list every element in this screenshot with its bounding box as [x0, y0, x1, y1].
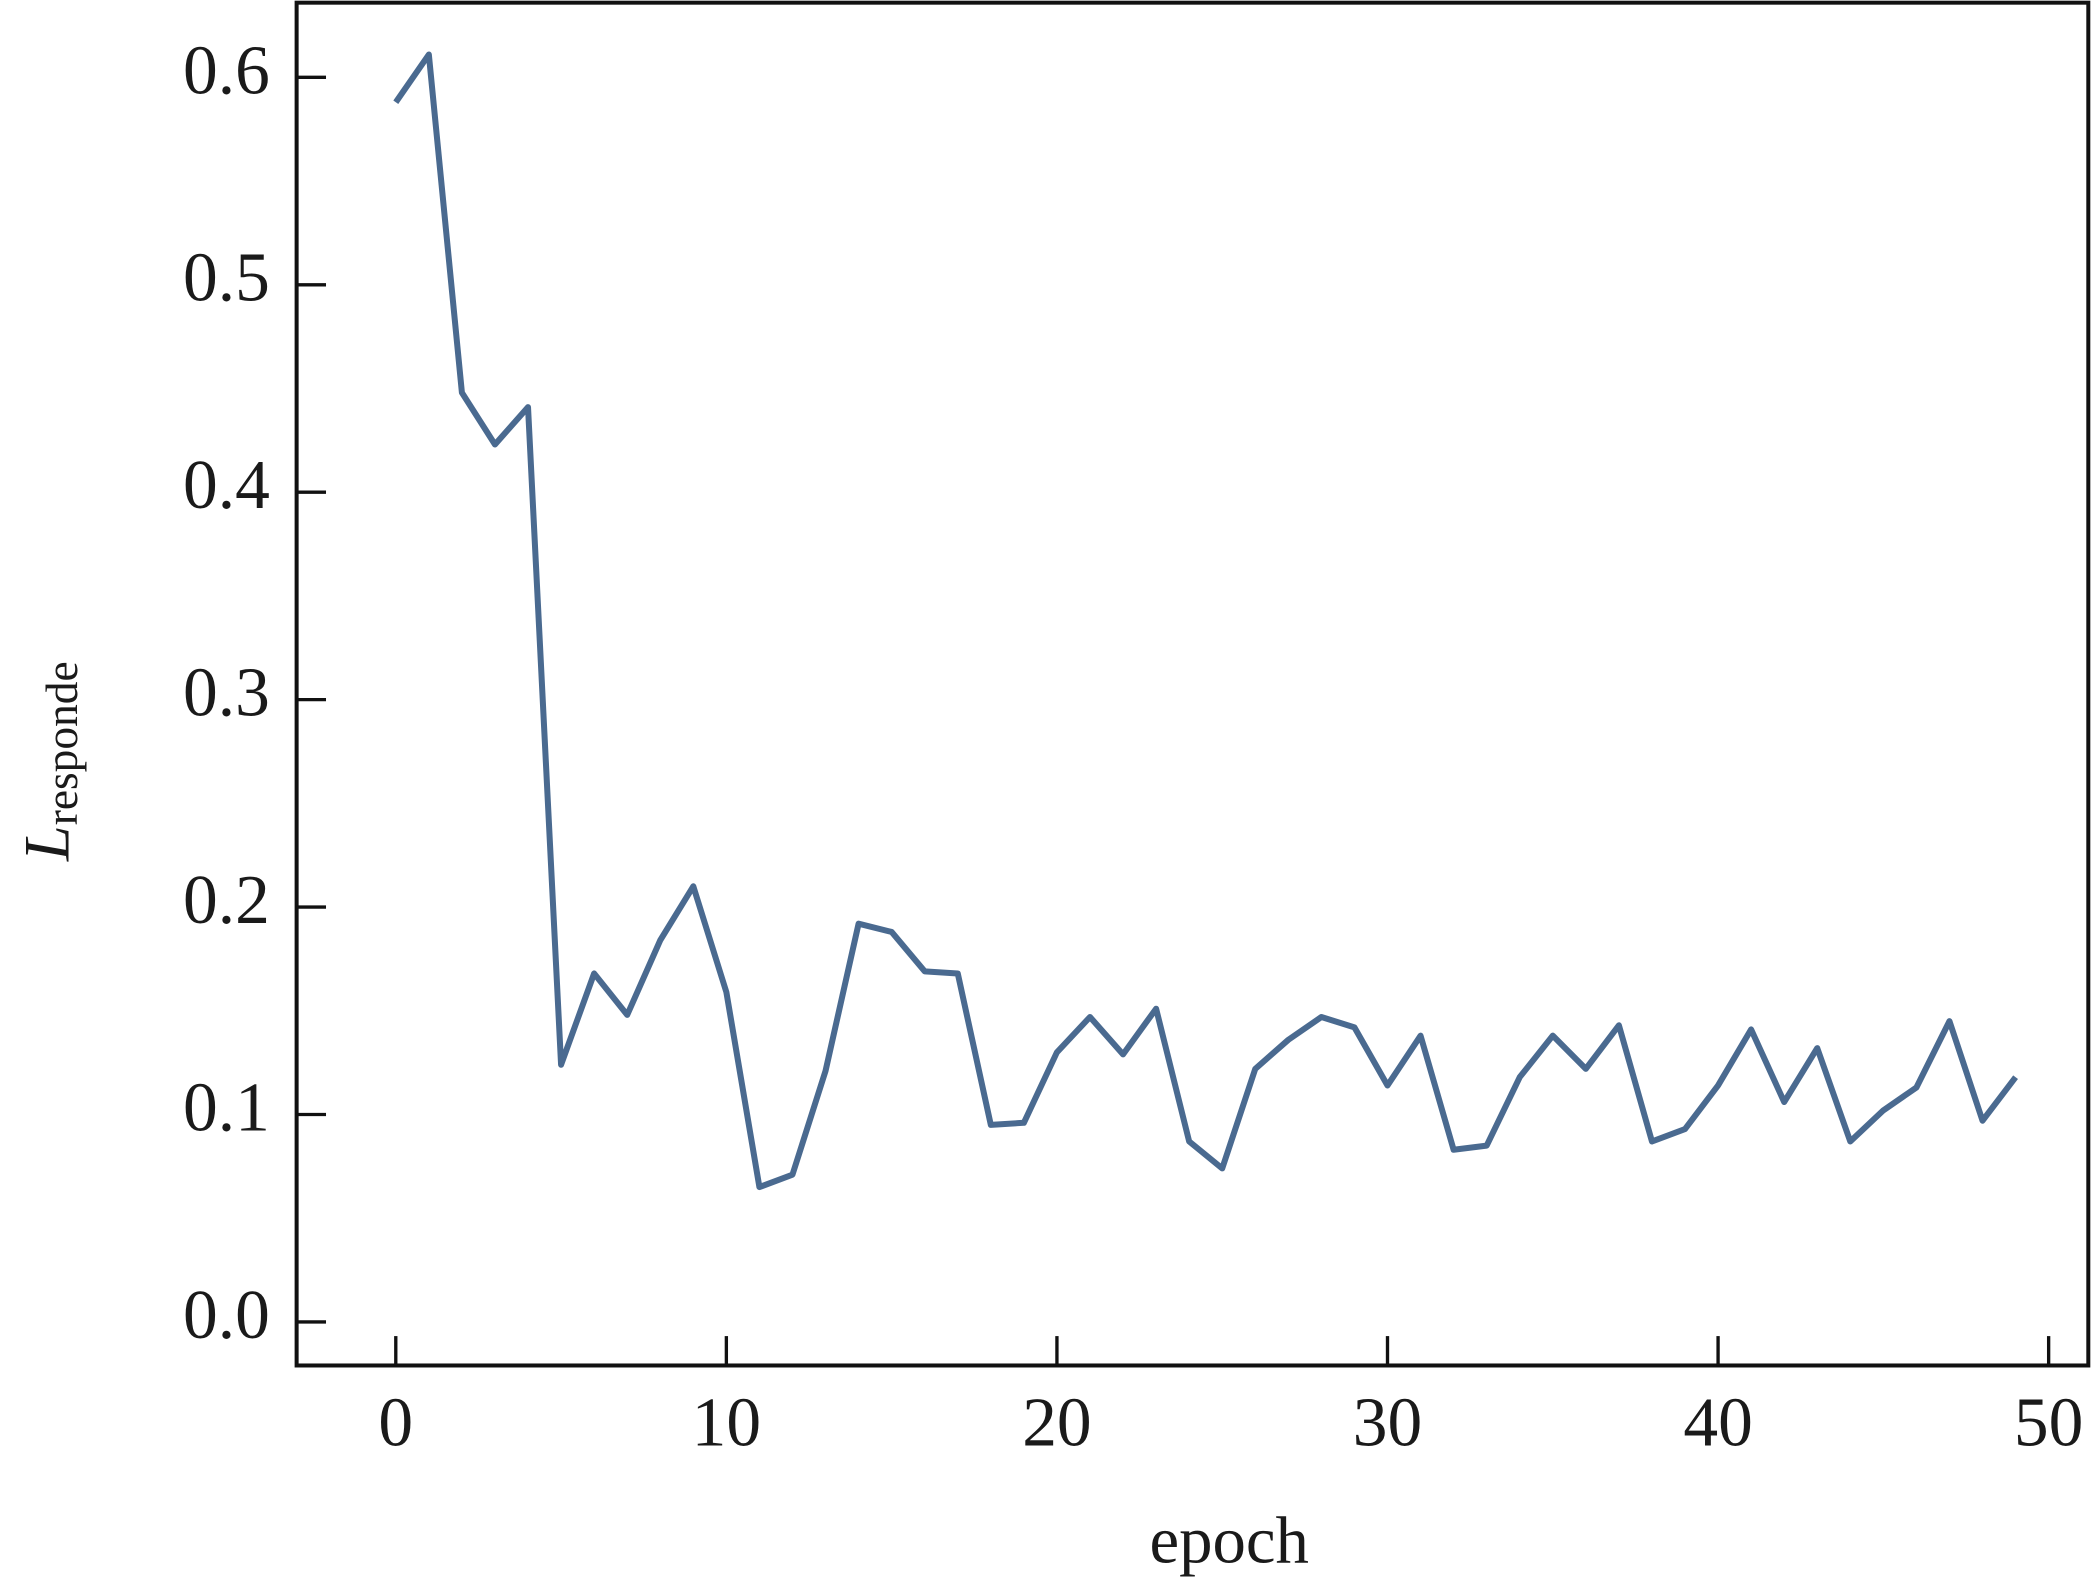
x-tick-label: 20: [1022, 1385, 1091, 1462]
y-axis-label-group: Lresponde: [11, 661, 87, 862]
y-axis-label-sub: Lresponde: [11, 661, 87, 862]
y-tick-label: 0.5: [183, 240, 270, 317]
y-tick-label: 0.3: [183, 655, 270, 732]
x-axis-label: epoch: [1149, 1504, 1309, 1578]
plot-frame: [294, 0, 2091, 1368]
y-axis-label-subscript: responde: [37, 661, 87, 825]
y-tick-label: 0.2: [183, 862, 270, 939]
x-tick-label: 50: [2014, 1385, 2083, 1462]
y-tick-label: 0.1: [183, 1069, 270, 1146]
x-tick-label: 40: [1683, 1385, 1752, 1462]
x-tick-label: 10: [692, 1385, 761, 1462]
y-tick-label: 0.0: [183, 1277, 270, 1354]
y-axis-label: L: [11, 825, 82, 862]
x-tick-label: 0: [378, 1385, 413, 1462]
data-line: [393, 51, 2018, 1191]
x-tick-label: 30: [1353, 1385, 1422, 1462]
y-tick-label: 0.6: [183, 32, 270, 109]
y-tick-label: 0.4: [183, 447, 270, 524]
